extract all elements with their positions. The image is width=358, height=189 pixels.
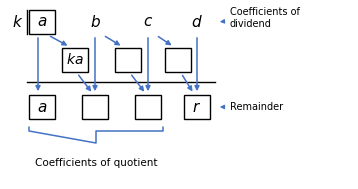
Bar <box>62 48 88 72</box>
Bar <box>184 95 210 119</box>
Bar <box>29 10 55 34</box>
Text: $k$: $k$ <box>12 14 24 30</box>
Text: Coefficients of quotient: Coefficients of quotient <box>35 158 157 168</box>
Bar <box>165 48 191 72</box>
Text: $ka$: $ka$ <box>66 53 84 67</box>
Text: $b$: $b$ <box>90 14 101 30</box>
Bar <box>135 95 161 119</box>
Text: $a$: $a$ <box>37 99 47 115</box>
Text: $c$: $c$ <box>143 15 153 29</box>
Text: Remainder: Remainder <box>221 102 283 112</box>
Text: $r$: $r$ <box>193 99 202 115</box>
Bar <box>82 95 108 119</box>
Text: Coefficients of
dividend: Coefficients of dividend <box>221 7 300 29</box>
Text: $a$: $a$ <box>37 15 47 29</box>
Text: $d$: $d$ <box>191 14 203 30</box>
Bar <box>29 95 55 119</box>
Bar <box>115 48 141 72</box>
